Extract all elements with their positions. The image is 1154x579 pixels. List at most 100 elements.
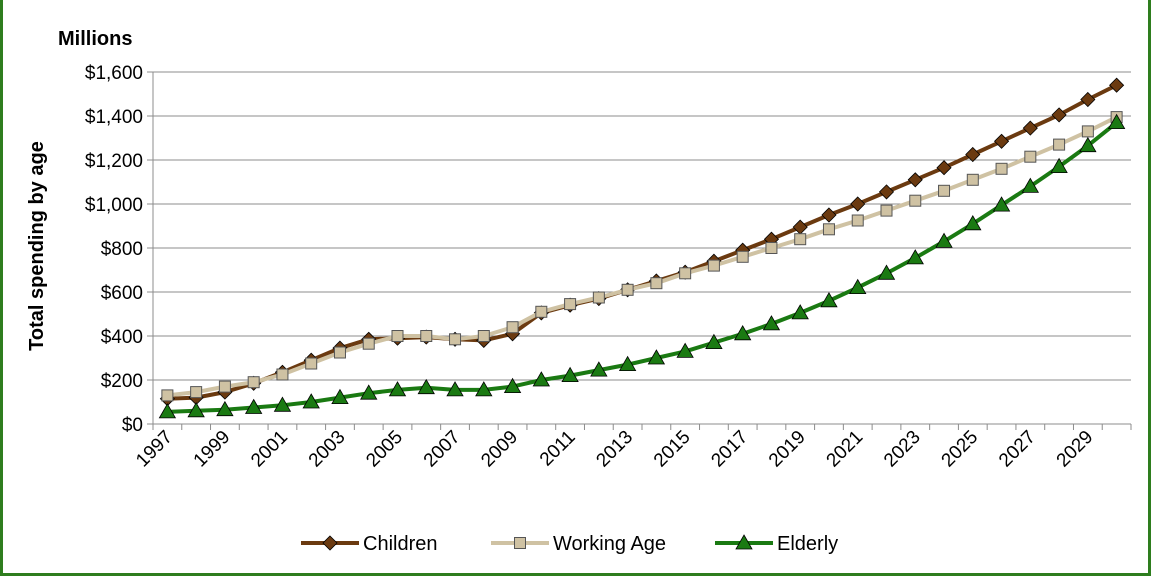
data-point-children bbox=[965, 146, 981, 163]
axes bbox=[152, 72, 1132, 430]
data-point-working-age bbox=[650, 277, 663, 290]
y-tick-label: $0 bbox=[122, 415, 143, 436]
data-point-elderly bbox=[302, 393, 320, 409]
x-tick-label: 2013 bbox=[592, 427, 637, 472]
x-tick-label: 2025 bbox=[938, 427, 983, 472]
data-point-working-age bbox=[938, 184, 951, 197]
data-point-elderly bbox=[1021, 177, 1040, 193]
legend-label-children: Children bbox=[363, 533, 437, 555]
series-line-working-age bbox=[167, 115, 1118, 398]
data-point-elderly bbox=[360, 384, 378, 400]
data-point-working-age bbox=[218, 380, 231, 393]
data-point-children bbox=[850, 196, 866, 212]
x-tick-label: 2029 bbox=[1053, 427, 1098, 472]
data-point-working-age bbox=[621, 283, 634, 296]
data-point-working-age bbox=[362, 337, 375, 350]
data-point-working-age bbox=[1024, 150, 1037, 163]
data-point-elderly bbox=[561, 366, 579, 383]
data-point-working-age bbox=[477, 330, 490, 342]
data-point-children bbox=[907, 172, 923, 188]
series-working-age bbox=[161, 111, 1123, 402]
data-point-elderly bbox=[820, 291, 838, 308]
data-point-children bbox=[878, 184, 895, 200]
data-point-working-age bbox=[794, 233, 807, 246]
series-elderly bbox=[158, 113, 1126, 419]
data-point-elderly bbox=[1050, 157, 1068, 174]
x-tick-label: 2005 bbox=[362, 427, 407, 472]
data-point-elderly bbox=[676, 342, 694, 358]
x-tick-label: 2027 bbox=[995, 427, 1040, 472]
data-point-elderly bbox=[590, 361, 608, 377]
data-point-working-age bbox=[247, 376, 260, 389]
data-point-working-age bbox=[995, 162, 1008, 175]
data-point-children bbox=[1109, 77, 1125, 93]
data-point-elderly bbox=[331, 388, 349, 405]
x-tick-label: 2007 bbox=[420, 427, 465, 472]
data-point-working-age bbox=[333, 346, 346, 359]
data-point-elderly bbox=[992, 196, 1011, 212]
data-point-elderly bbox=[216, 400, 234, 417]
data-point-working-age bbox=[765, 242, 778, 254]
data-point-working-age bbox=[161, 389, 174, 402]
data-point-working-age bbox=[707, 259, 720, 272]
data-point-working-age bbox=[535, 305, 548, 318]
data-point-working-age bbox=[1081, 125, 1094, 138]
data-point-elderly bbox=[532, 371, 551, 387]
data-point-working-age bbox=[1053, 138, 1066, 151]
y-axis-title: Total spending by age bbox=[26, 141, 48, 351]
x-tick-label: 1999 bbox=[190, 427, 235, 472]
data-point-working-age bbox=[592, 291, 605, 304]
legend-label-elderly: Elderly bbox=[777, 533, 838, 555]
data-point-elderly bbox=[705, 333, 723, 350]
y-tick-label: $1,600 bbox=[85, 63, 143, 84]
data-point-children bbox=[936, 160, 952, 176]
data-point-elderly bbox=[849, 278, 867, 295]
legend-item-working-age: Working Age bbox=[491, 533, 666, 555]
data-point-elderly bbox=[733, 324, 752, 341]
data-point-elderly bbox=[1079, 136, 1097, 153]
unit-label: Millions bbox=[58, 28, 132, 50]
y-tick-label: $1,200 bbox=[85, 151, 143, 172]
y-tick-label: $800 bbox=[101, 239, 143, 260]
x-tick-label: 2009 bbox=[477, 427, 522, 472]
data-point-elderly bbox=[1107, 113, 1126, 130]
y-tick-label: $1,000 bbox=[85, 195, 143, 216]
data-point-elderly bbox=[762, 315, 781, 331]
data-point-working-age bbox=[420, 330, 433, 342]
data-point-working-age bbox=[305, 357, 318, 370]
x-tick-labels: 1997 1999 2001 2003 2005 2007 2009 2011 2013 2015… bbox=[132, 427, 1097, 472]
data-point-elderly bbox=[187, 401, 205, 418]
data-point-elderly bbox=[417, 378, 435, 395]
data-point-elderly bbox=[244, 398, 263, 414]
data-point-working-age bbox=[966, 173, 979, 186]
data-point-elderly bbox=[906, 249, 924, 265]
legend-marker-working-age bbox=[514, 537, 526, 549]
data-point-elderly bbox=[475, 381, 493, 397]
data-point-children bbox=[1051, 107, 1067, 123]
gridlines bbox=[147, 71, 1131, 425]
data-point-elderly bbox=[158, 403, 177, 419]
y-tick-label: $200 bbox=[101, 371, 143, 392]
x-tick-label: 2011 bbox=[536, 427, 580, 471]
data-point-elderly bbox=[503, 377, 522, 394]
legend-marker-elderly bbox=[735, 534, 753, 550]
data-point-working-age bbox=[851, 214, 864, 227]
series-children bbox=[159, 77, 1125, 407]
data-point-children bbox=[993, 133, 1010, 149]
series-line-elderly bbox=[167, 121, 1118, 414]
series-layer bbox=[158, 77, 1126, 419]
legend-item-children: Children bbox=[301, 533, 437, 555]
legend-label-working-age: Working Age bbox=[553, 533, 666, 555]
y-tick-label: $400 bbox=[101, 327, 143, 348]
data-point-working-age bbox=[822, 223, 835, 236]
x-tick-label: 2023 bbox=[880, 427, 925, 472]
data-point-children bbox=[1080, 91, 1096, 108]
data-point-children bbox=[821, 207, 837, 223]
data-point-elderly bbox=[877, 264, 896, 280]
data-point-elderly bbox=[791, 304, 809, 320]
data-point-working-age bbox=[880, 204, 893, 217]
data-point-children bbox=[1022, 120, 1038, 136]
data-point-working-age bbox=[909, 194, 922, 207]
data-point-elderly bbox=[446, 381, 464, 397]
